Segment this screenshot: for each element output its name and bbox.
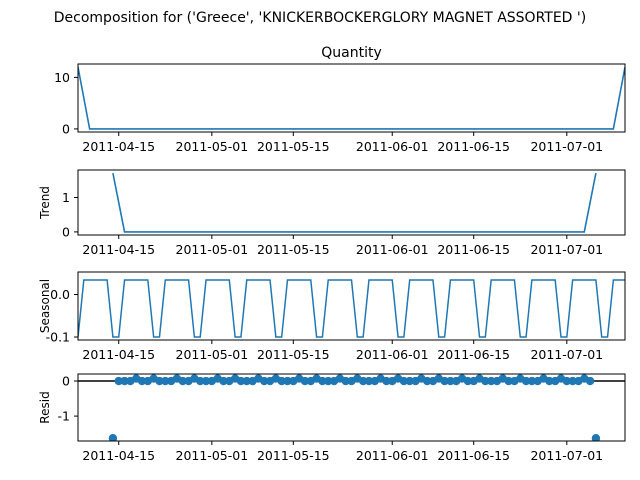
x-tick-label: 2011-06-15 [437, 448, 510, 463]
axes-frame [77, 63, 626, 133]
resid-point [591, 433, 601, 441]
x-tick-label: 2011-04-15 [82, 347, 155, 362]
axes-frame [77, 373, 626, 442]
resid-point [405, 376, 414, 386]
resid-point [463, 376, 473, 386]
x-tick-label: 2011-07-01 [530, 347, 603, 362]
panel-4: Resid 0 -1 2011-04-15 2011-05-01 2011-05-15 20… [38, 373, 626, 463]
resid-point [114, 376, 123, 386]
y-tick-label: 0 [62, 121, 70, 136]
resid-point [440, 376, 449, 386]
y-tick-label: -1 [58, 409, 70, 424]
x-tick-label: 2011-06-15 [437, 242, 510, 257]
axes-frame [77, 271, 626, 341]
resid-point [155, 376, 164, 386]
resid-point [504, 376, 513, 386]
resid-point [219, 376, 228, 386]
panel-title: Quantity [321, 45, 382, 61]
resid-point [236, 376, 246, 386]
x-tick-label: 2011-06-01 [356, 448, 429, 463]
resid-point [137, 376, 147, 386]
series-line [112, 172, 597, 233]
series-group [112, 172, 597, 233]
resid-point [108, 433, 118, 441]
resid-point [422, 376, 432, 386]
resid-point [196, 376, 205, 386]
resid-point [178, 376, 187, 386]
x-tick-label: 2011-05-15 [257, 242, 330, 257]
x-tick-label: 2011-05-01 [176, 242, 249, 257]
resid-point [585, 376, 595, 386]
resid-point [364, 376, 374, 386]
x-tick-label: 2011-07-01 [530, 139, 603, 154]
y-axis-label: Trend [38, 186, 52, 220]
resid-point [562, 376, 572, 386]
y-tick-label: 10 [54, 70, 70, 85]
y-axis-label: Resid [38, 391, 52, 423]
x-tick-label: 2011-05-01 [176, 347, 249, 362]
x-tick-label: 2011-06-01 [356, 139, 429, 154]
figure-title: Decomposition for ('Greece', 'KNICKERBOC… [54, 10, 586, 26]
resid-point [399, 376, 409, 386]
y-axis-label: Seasonal [38, 279, 52, 333]
x-tick-label: 2011-06-01 [356, 347, 429, 362]
resid-point [446, 376, 455, 386]
resid-point [341, 376, 350, 386]
resid-point [481, 376, 490, 386]
resid-point [382, 376, 391, 386]
resid-point [277, 376, 286, 386]
resid-point [120, 376, 129, 386]
axes-frame [77, 169, 626, 236]
resid-point [318, 376, 327, 386]
series-group [78, 374, 625, 441]
resid-point [358, 376, 368, 386]
x-tick-label: 2011-05-15 [257, 448, 330, 463]
x-tick-label: 2011-07-01 [530, 448, 603, 463]
x-tick-label: 2011-05-01 [176, 139, 249, 154]
series-group [78, 66, 625, 130]
resid-point [300, 376, 310, 386]
y-tick-label: 1 [62, 190, 70, 205]
resid-point [545, 376, 554, 386]
x-tick-label: 2011-04-15 [82, 242, 155, 257]
x-tick-label: 2011-05-15 [257, 139, 330, 154]
panel-2: Trend 0 1 2011-04-15 2011-05-01 2011-05-15 201… [38, 169, 626, 257]
resid-point [521, 376, 531, 386]
series-group [78, 279, 625, 338]
x-tick-label: 2011-05-01 [176, 448, 249, 463]
resid-point [486, 376, 496, 386]
resid-point [324, 376, 333, 386]
x-tick-label: 2011-06-15 [437, 139, 510, 154]
x-tick-label: 2011-06-01 [356, 242, 429, 257]
panel-1: Quantity 0 10 2011-04-15 2011-05-01 2011-05-1… [54, 45, 626, 154]
series-line [78, 66, 625, 130]
x-tick-label: 2011-07-01 [530, 242, 603, 257]
resid-point [527, 376, 537, 386]
resid-point [161, 376, 170, 386]
y-tick-label: 0 [62, 224, 70, 239]
x-tick-label: 2011-04-15 [82, 139, 155, 154]
resid-point [568, 376, 577, 386]
resid-point [201, 376, 211, 386]
x-tick-label: 2011-06-15 [437, 347, 510, 362]
resid-point [283, 376, 292, 386]
y-tick-label: 0.0 [50, 287, 70, 302]
series-line [78, 279, 625, 338]
y-tick-label: 0 [62, 374, 70, 389]
resid-point [242, 376, 251, 386]
resid-point [260, 376, 269, 386]
x-tick-label: 2011-04-15 [82, 448, 155, 463]
x-tick-label: 2011-05-15 [257, 347, 330, 362]
y-tick-label: -0.1 [46, 330, 70, 345]
